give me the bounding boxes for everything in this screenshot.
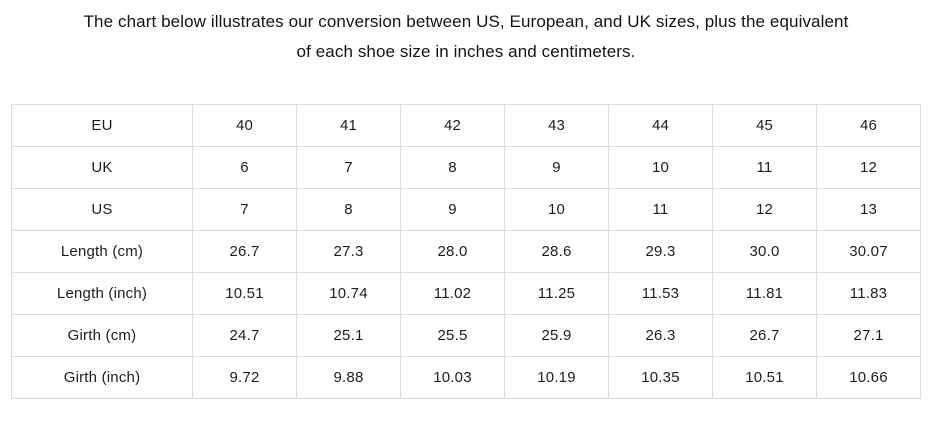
table-cell: 10.51 — [192, 272, 297, 315]
table-row-us: US 7 8 9 10 11 12 13 — [11, 188, 921, 231]
table-cell: 45 — [712, 104, 817, 147]
table-cell: 27.1 — [816, 314, 921, 357]
table-cell: 42 — [400, 104, 505, 147]
table-cell: 30.07 — [816, 230, 921, 273]
table-cell: 40 — [192, 104, 297, 147]
table-cell: 27.3 — [296, 230, 401, 273]
table-cell: 9 — [400, 188, 505, 231]
table-cell: 10.74 — [296, 272, 401, 315]
table-cell: 10.19 — [504, 356, 609, 399]
table-cell: 11.83 — [816, 272, 921, 315]
table-row-uk: UK 6 7 8 9 10 11 12 — [11, 146, 921, 189]
row-label: Girth (inch) — [11, 356, 193, 399]
table-cell: 10.66 — [816, 356, 921, 399]
table-cell: 13 — [816, 188, 921, 231]
table-cell: 11 — [608, 188, 713, 231]
table-cell: 10.35 — [608, 356, 713, 399]
intro-caption: The chart below illustrates our conversi… — [0, 0, 932, 67]
table-cell: 41 — [296, 104, 401, 147]
row-label: UK — [11, 146, 193, 189]
table-cell: 8 — [400, 146, 505, 189]
table-cell: 26.7 — [712, 314, 817, 357]
table-row-length-inch: Length (inch) 10.51 10.74 11.02 11.25 11… — [11, 272, 921, 315]
table-cell: 43 — [504, 104, 609, 147]
table-cell: 26.3 — [608, 314, 713, 357]
table-cell: 25.5 — [400, 314, 505, 357]
table-row-girth-cm: Girth (cm) 24.7 25.1 25.5 25.9 26.3 26.7… — [11, 314, 921, 357]
table-cell: 12 — [816, 146, 921, 189]
row-label: US — [11, 188, 193, 231]
table-cell: 6 — [192, 146, 297, 189]
table-cell: 9 — [504, 146, 609, 189]
table-cell: 10 — [608, 146, 713, 189]
row-label: EU — [11, 104, 193, 147]
table-cell: 10.03 — [400, 356, 505, 399]
table-cell: 11.02 — [400, 272, 505, 315]
table-cell: 29.3 — [608, 230, 713, 273]
table-cell: 8 — [296, 188, 401, 231]
table-cell: 11 — [712, 146, 817, 189]
table-row-length-cm: Length (cm) 26.7 27.3 28.0 28.6 29.3 30.… — [11, 230, 921, 273]
table-cell: 12 — [712, 188, 817, 231]
table-row-girth-inch: Girth (inch) 9.72 9.88 10.03 10.19 10.35… — [11, 356, 921, 399]
table-cell: 7 — [192, 188, 297, 231]
table-cell: 25.1 — [296, 314, 401, 357]
intro-caption-line1: The chart below illustrates our conversi… — [83, 12, 849, 31]
table-cell: 24.7 — [192, 314, 297, 357]
table-cell: 30.0 — [712, 230, 817, 273]
table-cell: 25.9 — [504, 314, 609, 357]
table-cell: 9.72 — [192, 356, 297, 399]
table-cell: 10.51 — [712, 356, 817, 399]
size-conversion-table: EU 40 41 42 43 44 45 46 UK 6 7 8 9 10 11… — [11, 104, 921, 399]
table-cell: 28.6 — [504, 230, 609, 273]
table-cell: 7 — [296, 146, 401, 189]
table-cell: 28.0 — [400, 230, 505, 273]
intro-caption-line2: of each shoe size in inches and centimet… — [296, 42, 636, 61]
table-cell: 11.81 — [712, 272, 817, 315]
row-label: Length (inch) — [11, 272, 193, 315]
table-cell: 46 — [816, 104, 921, 147]
row-label: Length (cm) — [11, 230, 193, 273]
table-cell: 11.53 — [608, 272, 713, 315]
table-cell: 26.7 — [192, 230, 297, 273]
row-label: Girth (cm) — [11, 314, 193, 357]
table-cell: 11.25 — [504, 272, 609, 315]
table-cell: 10 — [504, 188, 609, 231]
table-cell: 9.88 — [296, 356, 401, 399]
table-cell: 44 — [608, 104, 713, 147]
table-row-eu: EU 40 41 42 43 44 45 46 — [11, 104, 921, 147]
